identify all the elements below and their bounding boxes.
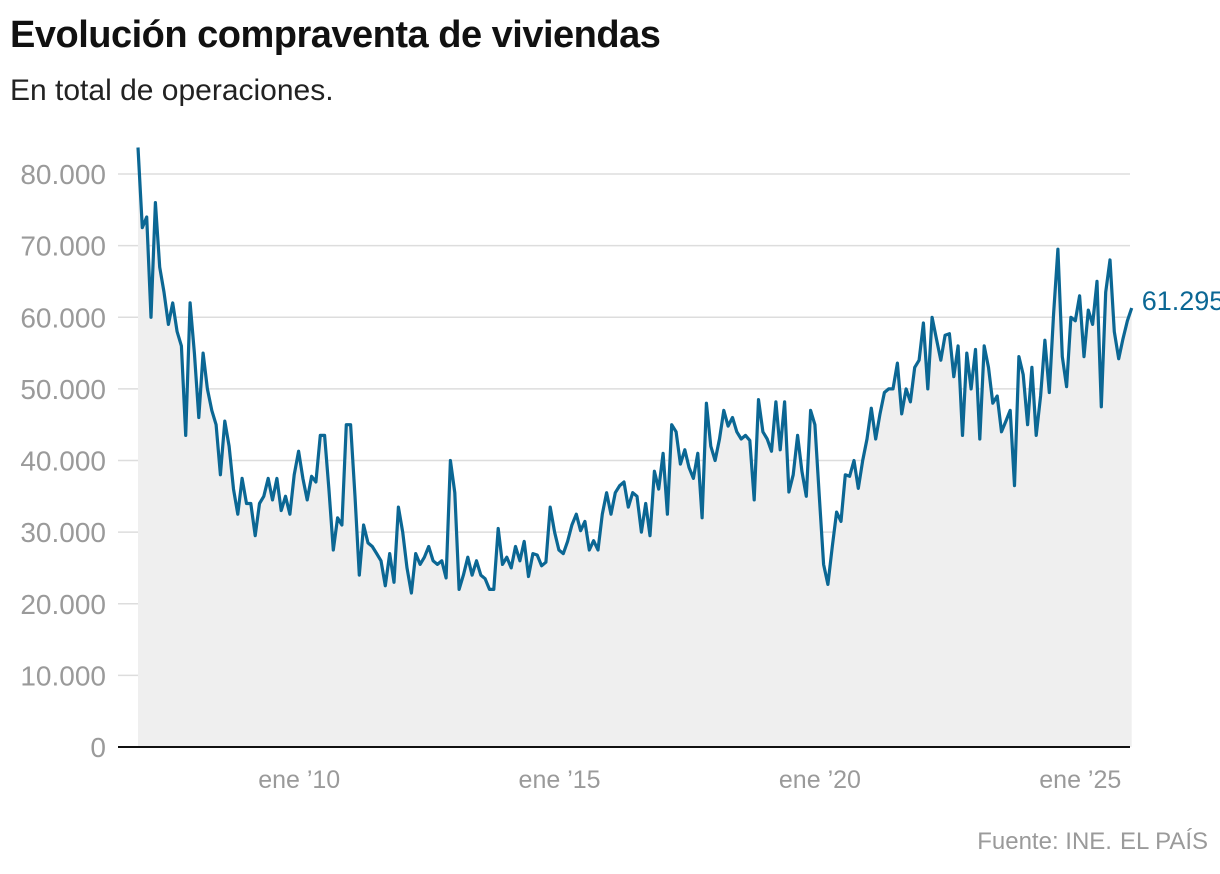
source-note: Fuente: INE. EL PAÍS bbox=[977, 828, 1208, 856]
y-tick-label: 70.000 bbox=[20, 231, 106, 262]
x-tick-label: ene ’15 bbox=[519, 766, 601, 794]
x-tick-label: ene ’20 bbox=[779, 766, 861, 794]
last-value-label: 61.295 bbox=[1142, 286, 1220, 316]
y-axis-tick-labels: 0 10.000 20.000 30.000 40.000 50.000 60.000 70.… bbox=[20, 159, 106, 763]
x-tick-label: ene ’10 bbox=[258, 766, 340, 794]
chart-title: Evolución compraventa de viviendas bbox=[10, 14, 661, 56]
publisher-text: EL PAÍS bbox=[1119, 828, 1208, 855]
x-axis-tick-labels: ene ’10 ene ’15 ene ’20 ene ’25 bbox=[258, 766, 1121, 794]
y-tick-label: 30.000 bbox=[20, 517, 106, 548]
y-tick-label: 20.000 bbox=[20, 589, 106, 620]
x-tick-label: ene ’25 bbox=[1039, 766, 1121, 794]
y-tick-label: 0 bbox=[90, 732, 106, 763]
y-tick-label: 50.000 bbox=[20, 374, 106, 405]
y-tick-label: 10.000 bbox=[20, 660, 106, 691]
area-fill bbox=[138, 147, 1132, 747]
source-text: Fuente: INE. bbox=[977, 828, 1112, 855]
y-tick-label: 80.000 bbox=[20, 159, 106, 190]
chart-subtitle: En total de operaciones. bbox=[10, 74, 334, 107]
y-tick-label: 40.000 bbox=[20, 446, 106, 477]
y-tick-label: 60.000 bbox=[20, 302, 106, 333]
series-line bbox=[136, 147, 1134, 595]
